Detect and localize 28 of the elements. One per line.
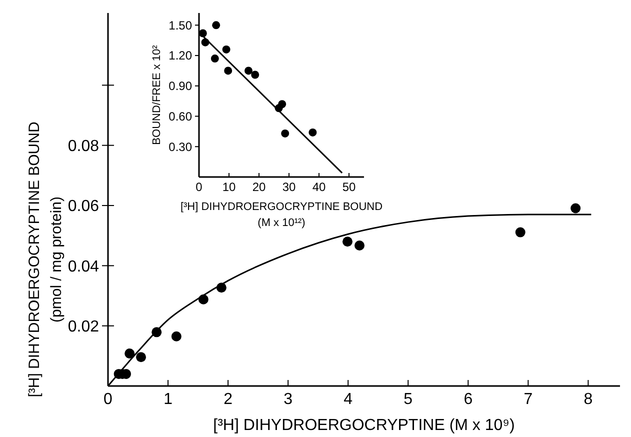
x-tick-label: 40 bbox=[312, 180, 326, 194]
y-tick-label: 0.60 bbox=[168, 109, 192, 124]
y-tick-label: 0.04 bbox=[68, 258, 100, 276]
x-tick-label: 5 bbox=[404, 391, 413, 408]
x-tick-label: 30 bbox=[282, 180, 296, 194]
x-tick-label: 50 bbox=[342, 180, 356, 194]
x-tick-label: 0 bbox=[104, 391, 113, 408]
x-tick-label: 3 bbox=[284, 391, 293, 408]
x-tick-label: 20 bbox=[252, 180, 266, 194]
x-tick-label: 0 bbox=[196, 180, 203, 194]
x-tick-label: 1 bbox=[164, 391, 173, 408]
y-axis-title: [³H] DIHYDROERGOCRYPTINE BOUND (pmol / mg protein) bbox=[26, 122, 65, 398]
x-tick-label: 2 bbox=[224, 391, 233, 408]
y-tick-label: 0.90 bbox=[168, 79, 192, 94]
x-tick-label: 10 bbox=[222, 180, 236, 194]
x-axis-title: [³H] DIHYDROERGOCRYPTINE BOUND (M x 10¹²) bbox=[180, 201, 383, 229]
y-tick-label: 1.20 bbox=[168, 48, 192, 63]
x-tick-label: 7 bbox=[524, 391, 533, 408]
x-axis-title: [³H] DIHYDROERGOCRYPTINE (M x 10⁹) bbox=[213, 417, 515, 434]
x-tick-label: 6 bbox=[464, 391, 473, 408]
x-tick-label: 8 bbox=[584, 391, 593, 408]
y-tick-label: 0.08 bbox=[68, 138, 100, 155]
y-axis-title: BOUND/FREE x 10² bbox=[151, 44, 163, 145]
y-tick-label: 0.30 bbox=[168, 140, 192, 154]
x-tick-label: 4 bbox=[344, 391, 353, 408]
y-tick-label: 1.50 bbox=[168, 18, 192, 32]
y-tick-label: 0.02 bbox=[68, 318, 100, 336]
y-tick-label: 0.06 bbox=[68, 198, 100, 216]
